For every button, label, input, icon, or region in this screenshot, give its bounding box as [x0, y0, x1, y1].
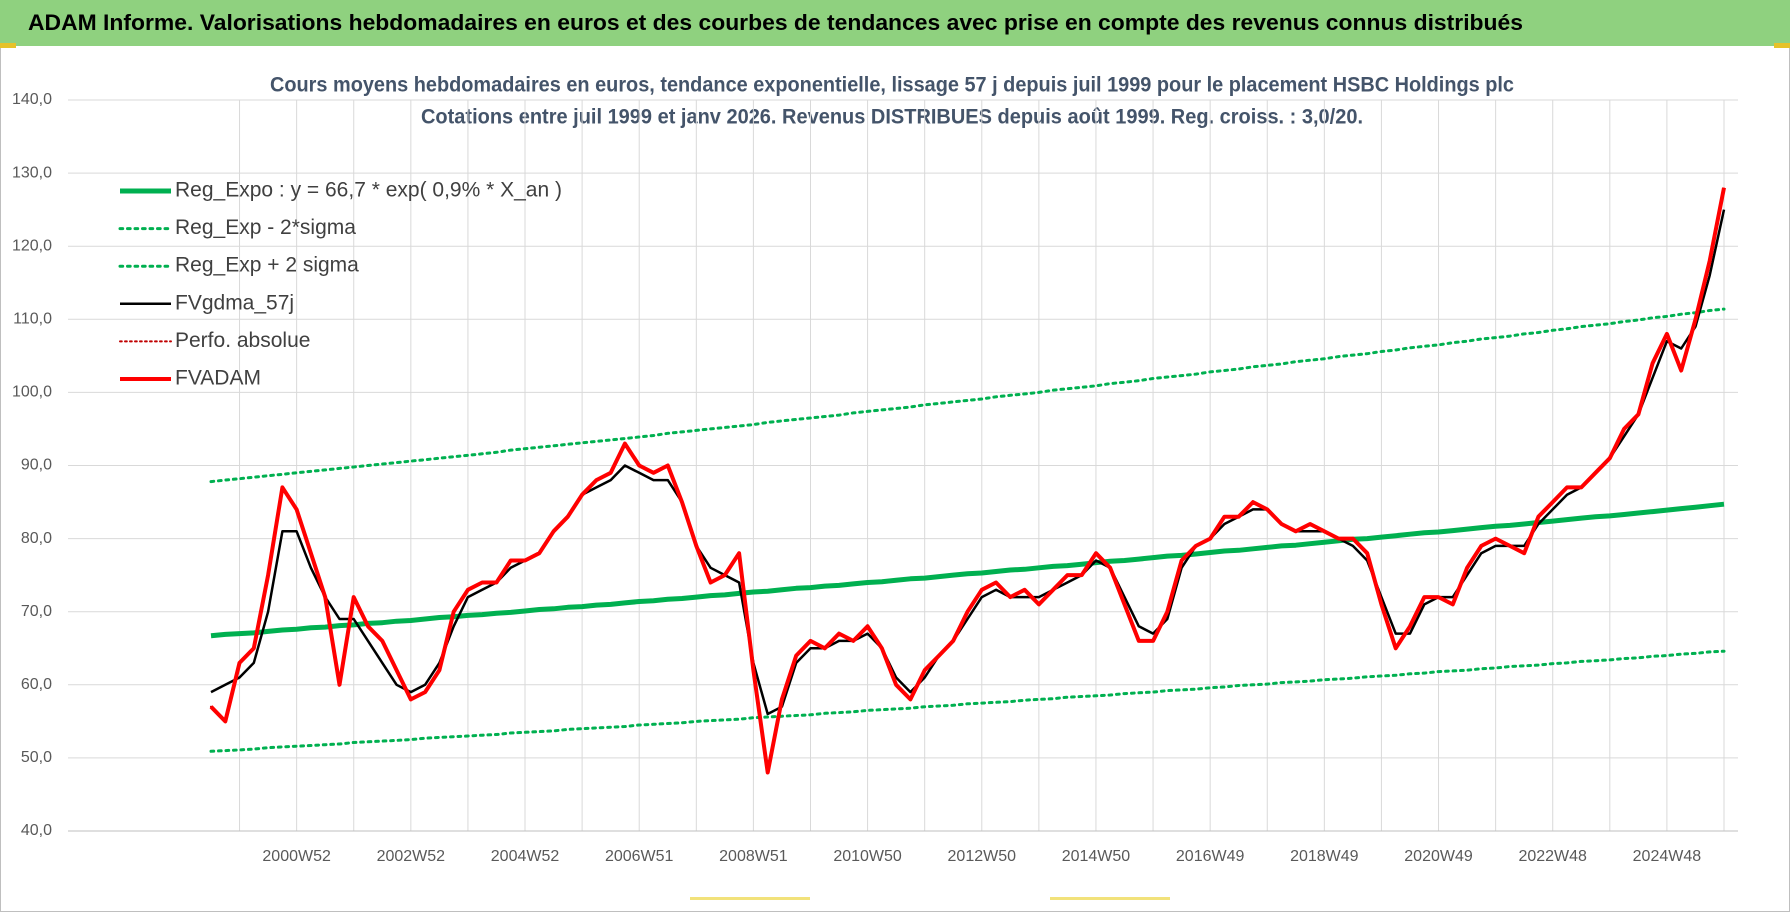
x-tick-label: 2020W49 — [1404, 848, 1473, 865]
y-tick-label: 90,0 — [21, 457, 52, 474]
legend-label: Reg_Expo : y = 66,7 * exp( 0,9% * X_an ) — [175, 179, 562, 202]
legend-label: FVADAM — [175, 367, 261, 390]
chart-title: Cours moyens hebdomadaires en euros, ten… — [270, 74, 1514, 97]
x-tick-label: 2012W50 — [948, 848, 1017, 865]
chart-subtitle: Cotations entre juil 1999 et janv 2026. … — [421, 106, 1363, 129]
x-tick-label: 2018W49 — [1290, 848, 1359, 865]
y-tick-label: 130,0 — [12, 164, 52, 181]
series-line — [210, 209, 1726, 716]
x-tick-label: 2014W50 — [1062, 848, 1131, 865]
series-line — [209, 187, 1726, 775]
legend-label: Reg_Exp + 2 sigma — [175, 254, 359, 277]
x-tick-label: 2022W48 — [1518, 848, 1587, 865]
x-tick-label: 2000W52 — [262, 848, 331, 865]
x-tick-label: 2008W51 — [719, 848, 788, 865]
legend-label: Perfo. absolue — [175, 329, 310, 352]
y-tick-label: 50,0 — [21, 749, 52, 766]
y-tick-label: 110,0 — [13, 311, 52, 328]
y-tick-label: 70,0 — [21, 603, 52, 620]
legend-label: FVgdma_57j — [175, 291, 294, 314]
scroll-mark — [690, 897, 810, 900]
y-tick-label: 140,0 — [12, 91, 52, 108]
x-tick-label: 2010W50 — [833, 848, 902, 865]
y-tick-label: 40,0 — [21, 822, 52, 839]
corner-mark — [1774, 43, 1790, 48]
y-tick-label: 80,0 — [21, 530, 52, 547]
header-title: ADAM Informe. Valorisations hebdomadaire… — [28, 10, 1523, 35]
x-tick-label: 2006W51 — [605, 848, 674, 865]
series-line — [209, 649, 1726, 753]
legend-label: Reg_Exp - 2*sigma — [175, 216, 356, 239]
x-tick-label: 2024W48 — [1633, 848, 1702, 865]
y-tick-label: 100,0 — [12, 384, 52, 401]
y-tick-label: 120,0 — [12, 237, 52, 254]
x-tick-label: 2004W52 — [491, 848, 560, 865]
x-tick-label: 2016W49 — [1176, 848, 1245, 865]
header-bar — [0, 0, 1790, 46]
series-line — [210, 501, 1725, 639]
series-line — [209, 307, 1726, 484]
y-tick-label: 60,0 — [21, 676, 52, 693]
scroll-mark — [1050, 897, 1170, 900]
corner-mark — [0, 43, 16, 48]
x-tick-label: 2002W52 — [377, 848, 446, 865]
